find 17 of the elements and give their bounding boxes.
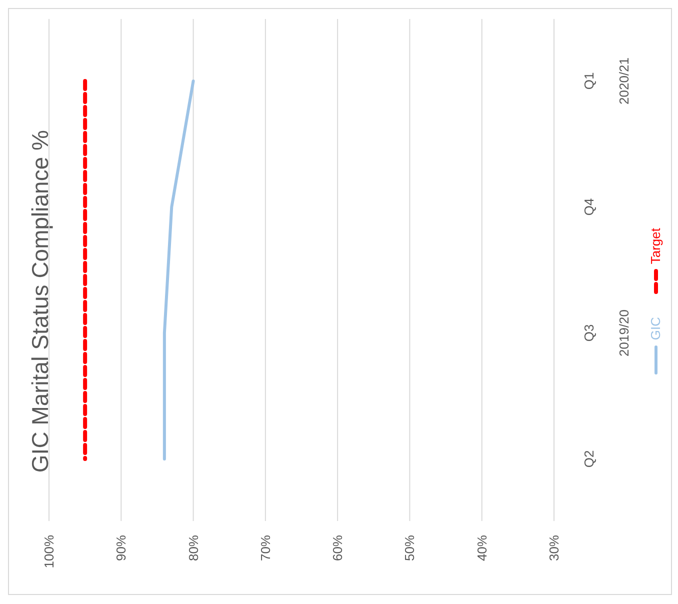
text: GIC: [648, 317, 663, 340]
x-tick-label: 90%: [114, 534, 129, 562]
text: 2020/21: [616, 58, 632, 104]
y-tick-label: Q3: [582, 324, 596, 342]
x-tick-label: 50%: [402, 534, 418, 562]
x-tick-label: 70%: [258, 534, 273, 562]
x-tick-label: 100%: [42, 534, 56, 568]
text: Target: [648, 228, 663, 264]
y-tick-label: Q1: [582, 72, 596, 90]
y-tick-label: Q4: [582, 198, 596, 216]
text: GIC Marital Status Compliance %: [27, 130, 54, 473]
x-tick-label: 40%: [474, 534, 490, 562]
x-tick-label: 80%: [186, 534, 201, 562]
y-tick-label: Q2: [582, 450, 596, 468]
x-tick-label: 30%: [546, 534, 562, 562]
text: 2019/20: [616, 310, 632, 356]
x-tick-label: 60%: [330, 534, 346, 562]
